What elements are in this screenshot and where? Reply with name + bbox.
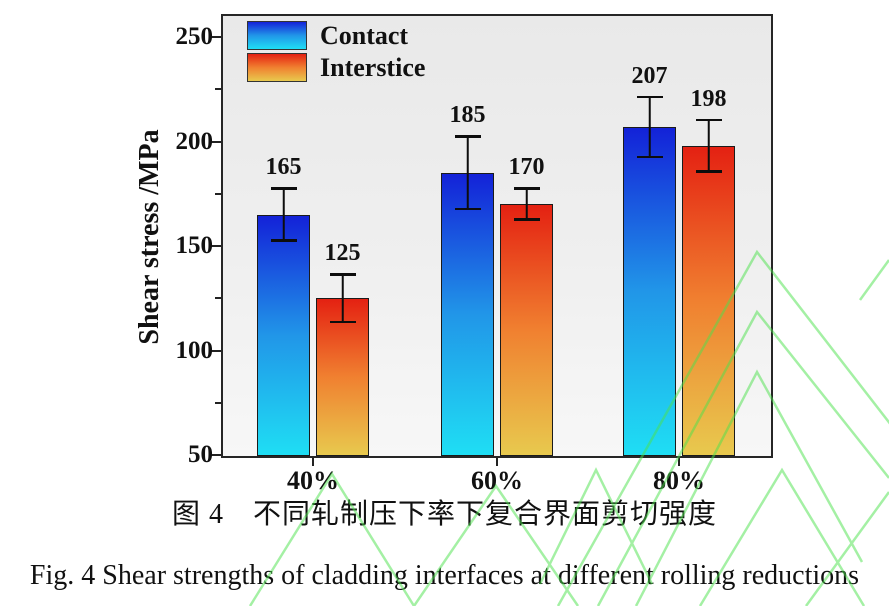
legend-label: Interstice	[320, 53, 426, 82]
x-tick-label: 80%	[653, 466, 705, 495]
bar-contact-40%	[257, 214, 310, 456]
y-minor-tick	[215, 192, 221, 195]
bar-value-label: 207	[631, 62, 668, 89]
error-bar-stem	[648, 95, 651, 159]
x-tick-label: 40%	[287, 466, 339, 495]
legend-label: Contact	[320, 21, 409, 50]
error-bar-cap	[513, 187, 540, 190]
error-bar-stem	[525, 187, 528, 221]
bar-interstice-80%	[682, 145, 735, 456]
error-bar-cap	[270, 187, 297, 190]
error-bar-cap	[695, 170, 722, 173]
error-bar	[270, 187, 297, 242]
y-minor-tick	[215, 401, 221, 404]
bar-interstice-60%	[500, 204, 553, 456]
caption-english: Fig. 4 Shear strengths of cladding inter…	[29, 560, 860, 591]
y-tick-label: 100	[175, 336, 214, 364]
error-bar-cap	[695, 118, 722, 121]
y-tick-label: 250	[175, 23, 214, 50]
error-bar-stem	[341, 273, 344, 324]
bar-value-label: 185	[449, 102, 486, 129]
y-major-tick	[209, 140, 221, 143]
y-tick-label: 150	[175, 232, 214, 259]
y-minor-tick	[215, 297, 221, 300]
error-bar-stem	[282, 187, 285, 242]
x-major-tick	[496, 458, 498, 466]
bar-contact-80%	[623, 126, 676, 456]
error-bar	[695, 118, 722, 173]
legend-swatch	[247, 21, 307, 50]
y-major-tick	[209, 245, 221, 247]
error-bar-cap	[513, 218, 540, 221]
error-bar-cap	[636, 95, 663, 99]
y-major-tick	[209, 349, 221, 352]
y-major-tick	[209, 36, 221, 38]
error-bar	[513, 187, 540, 221]
error-bar-cap	[636, 155, 663, 159]
error-bar-cap	[329, 320, 356, 324]
error-bar	[636, 95, 663, 159]
bar-value-label: 165	[265, 154, 302, 181]
error-bar-cap	[270, 239, 297, 242]
error-bar	[454, 135, 481, 211]
y-major-tick	[209, 454, 221, 456]
error-bar	[329, 273, 356, 324]
bar-contact-60%	[441, 172, 494, 456]
y-tick-label: 200	[175, 127, 214, 155]
error-bar-stem	[707, 118, 710, 173]
error-bar-cap	[454, 135, 481, 138]
bar-interstice-40%	[316, 298, 369, 456]
error-bar-cap	[329, 273, 356, 276]
error-bar-cap	[454, 207, 481, 211]
legend: Contact Interstice	[247, 21, 425, 82]
y-tick-label: 50	[188, 441, 213, 468]
x-major-tick	[312, 458, 314, 466]
y-minor-tick	[215, 88, 221, 91]
x-major-tick	[678, 458, 680, 466]
legend-item-interstice: Interstice	[247, 53, 425, 82]
bar-value-label: 198	[690, 85, 727, 112]
legend-swatch	[247, 53, 307, 82]
legend-item-contact: Contact	[247, 21, 425, 50]
bar-value-label: 125	[324, 240, 361, 267]
caption-chinese: 图 4 不同轧制压下率下复合界面剪切强度	[171, 499, 717, 530]
bar-chart: Shear stress /MPa Contact Interstice 50 10…	[134, 14, 773, 495]
error-bar-stem	[466, 135, 469, 211]
x-tick-label: 60%	[471, 466, 523, 495]
bar-value-label: 170	[508, 154, 545, 181]
